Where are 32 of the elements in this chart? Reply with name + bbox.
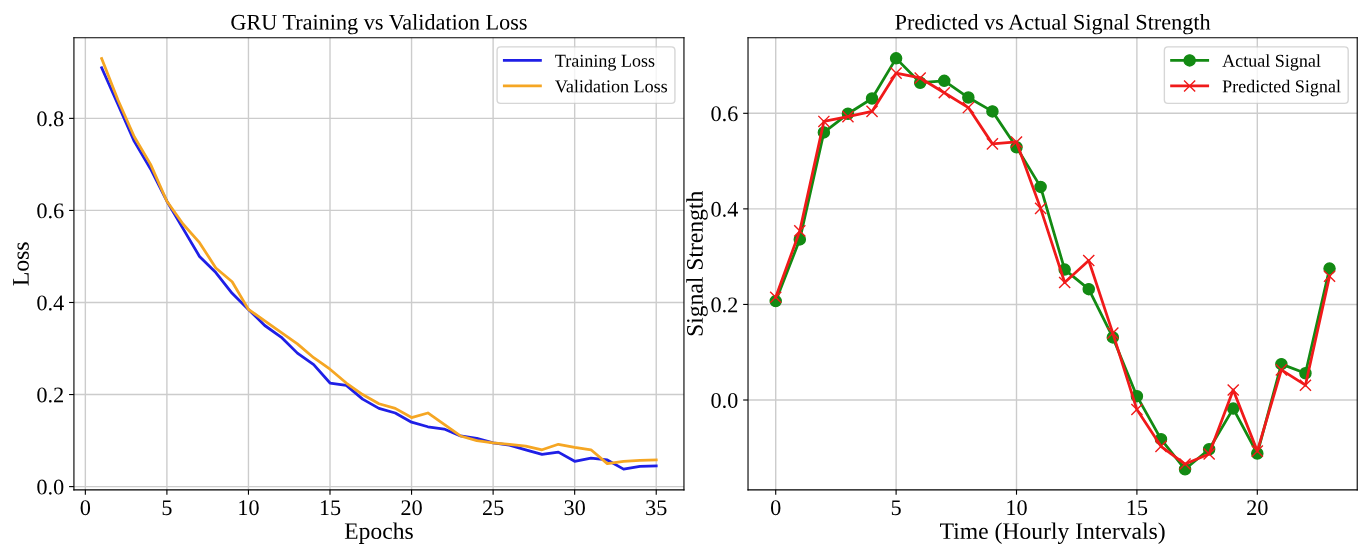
x-tick-label: 5 [162, 500, 172, 516]
x-tick-label: 25 [482, 500, 504, 516]
x-tick-label: 0 [771, 500, 781, 516]
x-tick-label: 5 [891, 500, 901, 516]
y-tick-label: 0.6 [711, 106, 738, 122]
x-tick-label: 15 [1127, 500, 1148, 516]
legend-label: Predicted Signal [1222, 79, 1341, 97]
chart-title: GRU Training vs Validation Loss [231, 14, 527, 35]
legend-label: Validation Loss [555, 79, 668, 93]
y-tick-label: 0.8 [37, 111, 64, 127]
x-axis-title: Epochs [344, 522, 413, 544]
y-axis-title: Signal Strength [686, 191, 708, 336]
x-tick-label: 10 [239, 500, 259, 516]
x-tick-label: 35 [646, 500, 667, 516]
x-axis-title: Time (Hourly Intervals) [940, 522, 1165, 544]
y-tick-label: 0.4 [711, 201, 738, 217]
x-tick-label: 15 [320, 500, 341, 516]
x-tick-label: 30 [564, 500, 585, 516]
y-axis-title: Loss [13, 242, 29, 286]
x-tick-label: 10 [1007, 500, 1027, 516]
y-tick-label: 0.6 [37, 203, 64, 219]
y-tick-label: 0.2 [711, 297, 738, 313]
x-tick-label: 0 [80, 500, 91, 516]
x-tick-label: 20 [401, 500, 422, 516]
y-tick-label: 0.2 [37, 387, 63, 403]
y-tick-label: 0.4 [37, 295, 64, 311]
chart-title: Predicted vs Actual Signal Strength [895, 14, 1211, 35]
legend-label: Actual Signal [1222, 54, 1321, 71]
x-tick-label: 20 [1247, 500, 1268, 516]
y-tick-label: 0.0 [711, 392, 738, 409]
y-tick-label: 0.0 [37, 479, 64, 495]
legend-label: Training Loss [555, 54, 655, 71]
